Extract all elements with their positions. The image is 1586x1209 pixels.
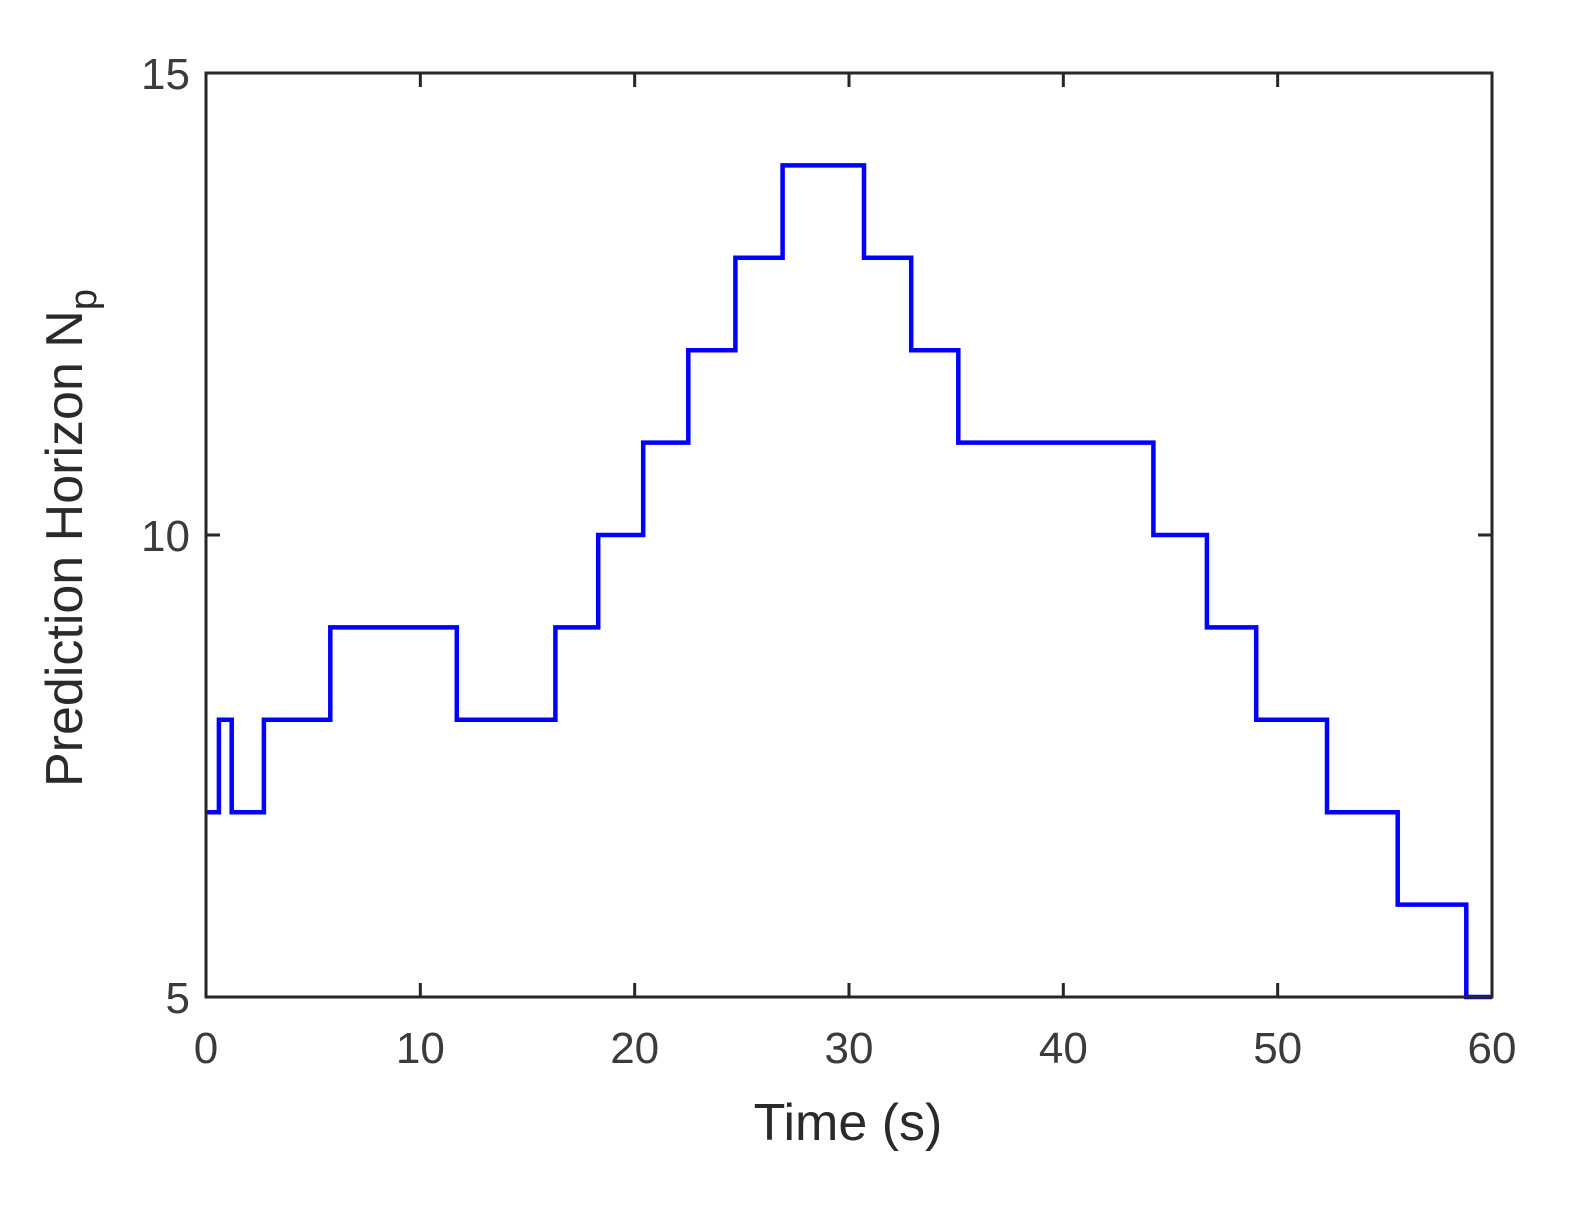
x-tick-label: 0 bbox=[194, 1024, 218, 1073]
x-tick-label: 20 bbox=[610, 1024, 659, 1073]
x-tick-label: 50 bbox=[1253, 1024, 1302, 1073]
x-tick-label: 30 bbox=[825, 1024, 874, 1073]
y-tick-label: 10 bbox=[141, 512, 190, 561]
y-tick-label: 5 bbox=[166, 974, 190, 1023]
x-tick-label: 10 bbox=[396, 1024, 445, 1073]
y-axis-title-main: Prediction Horizon N bbox=[36, 310, 94, 787]
x-tick-label: 60 bbox=[1468, 1024, 1517, 1073]
plot-area bbox=[206, 73, 1492, 997]
y-axis-title: Prediction Horizon Np bbox=[36, 289, 105, 787]
ticks-layer bbox=[204, 71, 1494, 999]
plot-background bbox=[206, 73, 1492, 997]
x-axis-title: Time (s) bbox=[754, 1094, 943, 1152]
series-layer bbox=[206, 163, 1492, 1000]
series-line-0 bbox=[206, 163, 1492, 1000]
x-tick-label: 40 bbox=[1039, 1024, 1088, 1073]
tick-labels-layer: 0 10 20 30 40 50 60 5 10 15 bbox=[141, 50, 1516, 1073]
y-tick-label: 15 bbox=[141, 50, 190, 99]
y-axis-title-subscript: p bbox=[63, 289, 105, 310]
